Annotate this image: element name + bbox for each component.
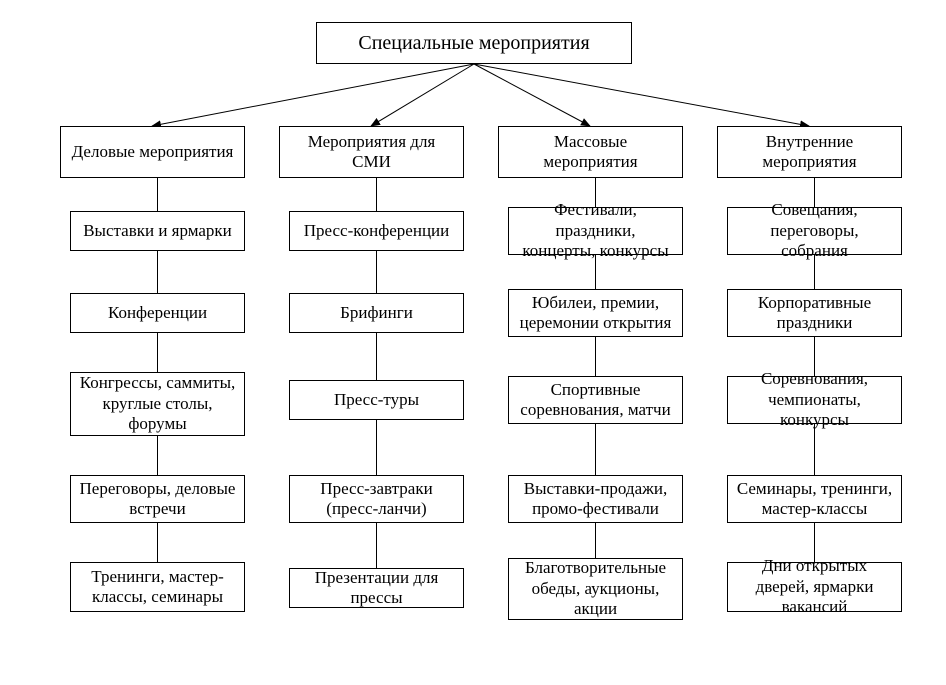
item-1-4: Презентации для прессы bbox=[289, 568, 464, 608]
item-2-4: Благотворительные обеды, аукционы, акции bbox=[508, 558, 683, 620]
item-0-0: Выставки и ярмарки bbox=[70, 211, 245, 251]
item-2-3: Выставки-продажи, промо-фестивали bbox=[508, 475, 683, 523]
item-0-1-label: Конференции bbox=[108, 303, 207, 323]
item-3-1-label: Корпоративные праздники bbox=[736, 293, 893, 334]
column-header-2-label: Массовые мероприятия bbox=[507, 132, 674, 173]
column-header-2: Массовые мероприятия bbox=[498, 126, 683, 178]
root-node-label: Специальные мероприятия bbox=[358, 31, 589, 55]
item-0-4: Тренинги, мастер-классы, семинары bbox=[70, 562, 245, 612]
item-2-0: Фестивали, праздники, концерты, конкурсы bbox=[508, 207, 683, 255]
item-0-1: Конференции bbox=[70, 293, 245, 333]
item-0-3: Переговоры, деловые встречи bbox=[70, 475, 245, 523]
item-2-2: Спортивные соревнования, матчи bbox=[508, 376, 683, 424]
column-header-1-label: Мероприятия для СМИ bbox=[288, 132, 455, 173]
item-2-3-label: Выставки-продажи, промо-фестивали bbox=[517, 479, 674, 520]
item-0-4-label: Тренинги, мастер-классы, семинары bbox=[79, 567, 236, 608]
column-header-0: Деловые мероприятия bbox=[60, 126, 245, 178]
item-3-2: Соревнования, чемпионаты, конкурсы bbox=[727, 376, 902, 424]
item-1-2: Пресс-туры bbox=[289, 380, 464, 420]
item-0-0-label: Выставки и ярмарки bbox=[83, 221, 232, 241]
item-0-2: Конгрессы, саммиты, круглые столы, форум… bbox=[70, 372, 245, 436]
item-3-3-label: Семинары, тренинги, мастер-классы bbox=[736, 479, 893, 520]
item-2-1: Юбилеи, премии, церемонии открытия bbox=[508, 289, 683, 337]
item-1-3-label: Пресс-завтраки (пресс-ланчи) bbox=[298, 479, 455, 520]
item-2-4-label: Благотворительные обеды, аукционы, акции bbox=[517, 558, 674, 619]
item-1-0: Пресс-конференции bbox=[289, 211, 464, 251]
item-1-2-label: Пресс-туры bbox=[334, 390, 419, 410]
item-3-3: Семинары, тренинги, мастер-классы bbox=[727, 475, 902, 523]
item-2-2-label: Спортивные соревнования, матчи bbox=[517, 380, 674, 421]
item-3-0-label: Совещания, переговоры, собрания bbox=[736, 200, 893, 261]
item-1-1-label: Брифинги bbox=[340, 303, 413, 323]
item-3-4: Дни открытых дверей, ярмарки вакансий bbox=[727, 562, 902, 612]
item-0-2-label: Конгрессы, саммиты, круглые столы, форум… bbox=[79, 373, 236, 434]
item-1-1: Брифинги bbox=[289, 293, 464, 333]
column-header-3-label: Внутренние мероприятия bbox=[726, 132, 893, 173]
column-header-1: Мероприятия для СМИ bbox=[279, 126, 464, 178]
column-header-3: Внутренние мероприятия bbox=[717, 126, 902, 178]
item-3-0: Совещания, переговоры, собрания bbox=[727, 207, 902, 255]
item-1-4-label: Презентации для прессы bbox=[298, 568, 455, 609]
item-3-2-label: Соревнования, чемпионаты, конкурсы bbox=[736, 369, 893, 430]
item-0-3-label: Переговоры, деловые встречи bbox=[79, 479, 236, 520]
column-header-0-label: Деловые мероприятия bbox=[72, 142, 234, 162]
item-2-1-label: Юбилеи, премии, церемонии открытия bbox=[517, 293, 674, 334]
item-1-0-label: Пресс-конференции bbox=[304, 221, 450, 241]
item-3-4-label: Дни открытых дверей, ярмарки вакансий bbox=[736, 556, 893, 617]
item-3-1: Корпоративные праздники bbox=[727, 289, 902, 337]
item-1-3: Пресс-завтраки (пресс-ланчи) bbox=[289, 475, 464, 523]
item-2-0-label: Фестивали, праздники, концерты, конкурсы bbox=[517, 200, 674, 261]
root-node: Специальные мероприятия bbox=[316, 22, 632, 64]
